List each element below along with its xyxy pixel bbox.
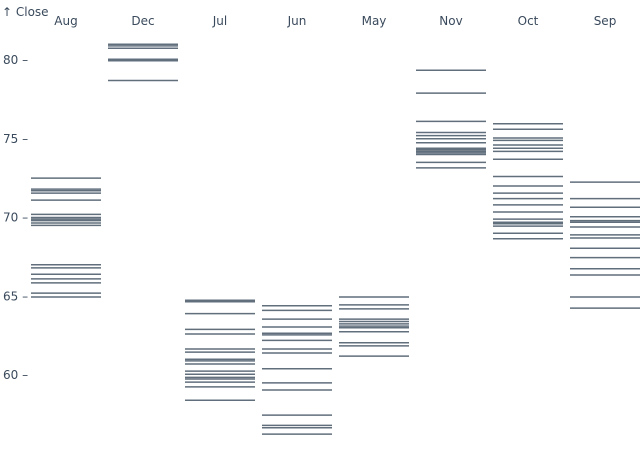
marks [31, 43, 640, 435]
x-tick-label: Sep [594, 14, 617, 28]
x-axis: Aug Dec Jul Jun May Nov Oct Sep [54, 14, 616, 28]
y-tick-label: 65 – [3, 289, 28, 303]
column-oct [493, 123, 563, 240]
column-sep [570, 181, 640, 309]
column-nov [416, 69, 486, 169]
column-aug [31, 177, 101, 298]
x-tick-label: Oct [518, 14, 539, 28]
x-tick-label: Aug [54, 14, 77, 28]
column-may [339, 296, 409, 357]
x-tick-label: May [362, 14, 387, 28]
column-jun [262, 304, 332, 435]
y-tick-label: 80 – [3, 53, 28, 67]
x-tick-label: Dec [131, 14, 154, 28]
x-tick-label: Jun [287, 14, 307, 28]
y-axis-label: ↑ Close [2, 5, 49, 19]
x-tick-label: Jul [212, 14, 227, 28]
column-jul [185, 299, 255, 401]
y-tick-label: 75 – [3, 132, 28, 146]
y-axis: 60 – 65 – 70 – 75 – 80 – [3, 53, 28, 382]
y-tick-label: 70 – [3, 211, 28, 225]
x-tick-label: Nov [439, 14, 462, 28]
y-tick-label: 60 – [3, 368, 28, 382]
column-dec [108, 43, 178, 82]
